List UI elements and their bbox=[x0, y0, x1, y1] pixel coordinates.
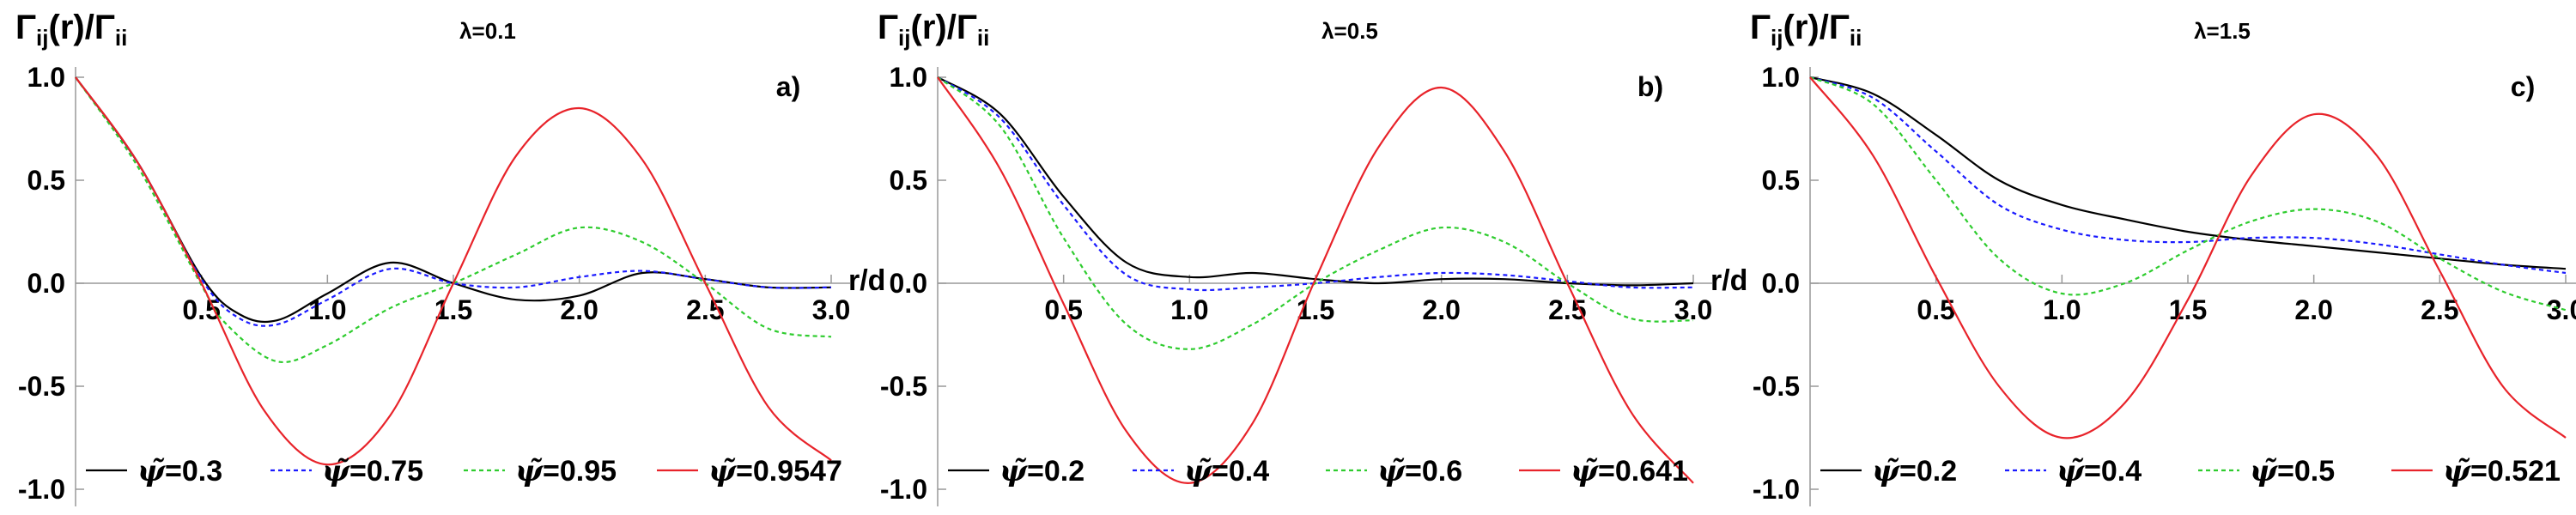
panel-label: a) bbox=[776, 71, 800, 102]
y-tick-label: -1.0 bbox=[880, 474, 927, 505]
legend-entry: ψ̃=0.3 bbox=[137, 454, 222, 488]
legend-entry: ψ̃=0.521 bbox=[2443, 454, 2561, 488]
series-line-3 bbox=[937, 76, 1694, 350]
x-tick-label: 0.5 bbox=[1917, 294, 1954, 325]
y-tick-label: 1.0 bbox=[1762, 62, 1800, 93]
series-line-1 bbox=[1809, 76, 2567, 270]
lambda-annotation: λ=0.5 bbox=[1321, 18, 1378, 44]
series-line-1 bbox=[937, 76, 1694, 287]
x-tick-label: 1.5 bbox=[434, 294, 472, 325]
y-tick-label: 0.5 bbox=[27, 165, 65, 196]
y-tick-label: -0.5 bbox=[1753, 371, 1800, 402]
chart-panel-3: Γij(r)/Γii λ=1.5 c) 1.0 0.5 0.0 -0.5 -1.0 0.5 1.0… bbox=[1750, 9, 2576, 506]
legend-entry: ψ̃=0.75 bbox=[322, 454, 423, 488]
x-tick-label: 2.5 bbox=[2421, 294, 2458, 325]
panel-label: c) bbox=[2511, 71, 2535, 102]
legend-entry: ψ̃=0.4 bbox=[1184, 454, 1269, 488]
y-tick-label: -0.5 bbox=[18, 371, 65, 402]
x-axis-label: r/d bbox=[848, 264, 885, 297]
y-tick-label: 1.0 bbox=[27, 62, 65, 93]
x-tick-label: 2.0 bbox=[2294, 294, 2332, 325]
x-tick-label: 0.5 bbox=[1044, 294, 1082, 325]
y-axis-label: Γij(r)/Γii bbox=[1750, 9, 1862, 51]
chart-panel-2: Γij(r)/Γii λ=0.5 b) 1.0 0.5 0.0 -0.5 -1.0 0.5 1.0… bbox=[878, 9, 1747, 506]
y-tick-label: -1.0 bbox=[1753, 474, 1800, 505]
lambda-annotation: λ=1.5 bbox=[2194, 18, 2251, 44]
y-axis-label: Γij(r)/Γii bbox=[878, 9, 989, 51]
x-axis-label: r/d bbox=[1710, 264, 1747, 297]
y-tick-label: 0.5 bbox=[1762, 165, 1800, 196]
legend-entry: ψ̃=0.9547 bbox=[708, 454, 842, 488]
y-axis-label: Γij(r)/Γii bbox=[15, 9, 127, 51]
x-tick-label: 1.0 bbox=[2043, 294, 2081, 325]
series-line-2 bbox=[1809, 76, 2567, 275]
series-line-2 bbox=[75, 76, 832, 327]
y-tick-label: -1.0 bbox=[18, 474, 65, 505]
chart-panel-1: Γij(r)/Γii λ=0.1a)1.00.50.0-0.5-1.00.5 1.0… bbox=[15, 9, 885, 506]
x-tick-label: 1.0 bbox=[1170, 294, 1208, 325]
y-tick-label: 0.0 bbox=[1762, 268, 1800, 299]
legend-entry: ψ̃=0.641 bbox=[1571, 454, 1688, 488]
series-line-4 bbox=[937, 76, 1694, 484]
lambda-annotation: λ=0.1 bbox=[459, 18, 516, 44]
series-line-4 bbox=[1809, 76, 2567, 439]
legend-entry: ψ̃=0.2 bbox=[999, 454, 1084, 488]
x-tick-label: 3.0 bbox=[2547, 294, 2576, 325]
series-line-3 bbox=[75, 76, 832, 364]
legend-entry: ψ̃=0.4 bbox=[2057, 454, 2142, 488]
y-tick-label: 0.0 bbox=[27, 268, 65, 299]
y-tick-label: 1.0 bbox=[890, 62, 927, 93]
series-line-3 bbox=[1809, 76, 2567, 312]
x-tick-label: 2.0 bbox=[1422, 294, 1460, 325]
legend-entry: ψ̃=0.5 bbox=[2250, 454, 2335, 488]
y-tick-label: -0.5 bbox=[880, 371, 927, 402]
legend-entry: ψ̃=0.6 bbox=[1377, 454, 1462, 488]
panel-label: b) bbox=[1637, 71, 1663, 102]
x-tick-label: 3.0 bbox=[812, 294, 850, 325]
legend-entry: ψ̃=0.2 bbox=[1872, 454, 1957, 488]
y-tick-label: 0.5 bbox=[890, 165, 927, 196]
x-tick-label: 2.0 bbox=[560, 294, 598, 325]
legend-entry: ψ̃=0.95 bbox=[515, 454, 617, 488]
series-line-4 bbox=[75, 76, 832, 466]
y-tick-label: 0.0 bbox=[890, 268, 927, 299]
series-line-2 bbox=[937, 76, 1694, 292]
